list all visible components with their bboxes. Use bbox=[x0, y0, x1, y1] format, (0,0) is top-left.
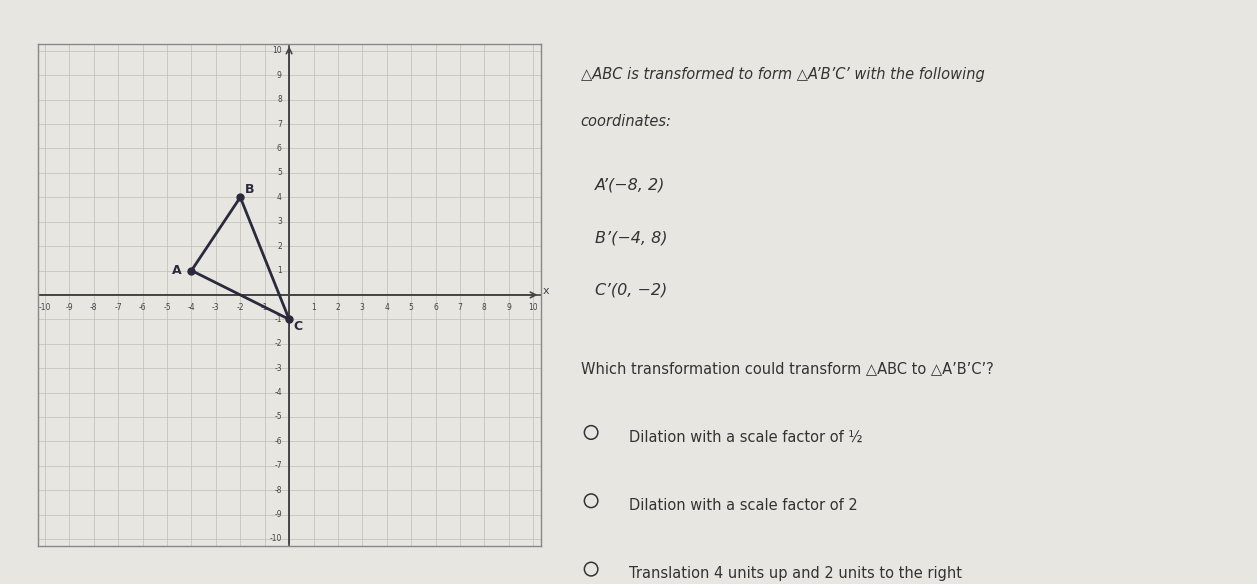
Text: 2: 2 bbox=[277, 242, 282, 251]
Text: -2: -2 bbox=[274, 339, 282, 348]
Text: coordinates:: coordinates: bbox=[581, 114, 671, 130]
Text: 1: 1 bbox=[312, 304, 316, 312]
Text: 7: 7 bbox=[458, 304, 463, 312]
Text: 8: 8 bbox=[277, 95, 282, 104]
Text: 4: 4 bbox=[277, 193, 282, 202]
Text: -4: -4 bbox=[274, 388, 282, 397]
Text: Dilation with a scale factor of ½: Dilation with a scale factor of ½ bbox=[630, 430, 862, 445]
Text: Translation 4 units up and 2 units to the right: Translation 4 units up and 2 units to th… bbox=[630, 566, 962, 582]
Text: x: x bbox=[543, 286, 549, 296]
Text: A: A bbox=[172, 264, 182, 277]
Text: -7: -7 bbox=[114, 304, 122, 312]
Text: 4: 4 bbox=[385, 304, 390, 312]
Text: 3: 3 bbox=[277, 217, 282, 226]
Text: B’(−4, 8): B’(−4, 8) bbox=[595, 230, 667, 245]
Text: C’(0, −2): C’(0, −2) bbox=[595, 283, 666, 298]
Text: -5: -5 bbox=[274, 412, 282, 422]
Text: -3: -3 bbox=[274, 364, 282, 373]
Text: -9: -9 bbox=[65, 304, 73, 312]
Text: -9: -9 bbox=[274, 510, 282, 519]
Text: B: B bbox=[245, 183, 255, 196]
Text: 10: 10 bbox=[528, 304, 538, 312]
Text: 9: 9 bbox=[277, 71, 282, 80]
Text: -5: -5 bbox=[163, 304, 171, 312]
Text: 5: 5 bbox=[277, 168, 282, 178]
Text: -6: -6 bbox=[274, 437, 282, 446]
Text: -7: -7 bbox=[274, 461, 282, 470]
Text: -10: -10 bbox=[269, 534, 282, 544]
Text: -3: -3 bbox=[212, 304, 220, 312]
Text: -1: -1 bbox=[261, 304, 269, 312]
Text: 6: 6 bbox=[434, 304, 437, 312]
Text: 9: 9 bbox=[507, 304, 512, 312]
Text: -8: -8 bbox=[274, 486, 282, 495]
Text: 6: 6 bbox=[277, 144, 282, 153]
Text: A’(−8, 2): A’(−8, 2) bbox=[595, 178, 665, 193]
Text: C: C bbox=[293, 320, 302, 333]
Text: Dilation with a scale factor of 2: Dilation with a scale factor of 2 bbox=[630, 498, 857, 513]
Text: 5: 5 bbox=[409, 304, 414, 312]
Text: △ABC is transformed to form △A’B’C’ with the following: △ABC is transformed to form △A’B’C’ with… bbox=[581, 67, 984, 82]
Text: Which transformation could transform △ABC to △A’B’C’?: Which transformation could transform △AB… bbox=[581, 361, 993, 377]
Text: -10: -10 bbox=[39, 304, 52, 312]
Text: 2: 2 bbox=[336, 304, 341, 312]
Text: -4: -4 bbox=[187, 304, 195, 312]
Text: 1: 1 bbox=[277, 266, 282, 275]
Text: -2: -2 bbox=[236, 304, 244, 312]
Text: -8: -8 bbox=[91, 304, 98, 312]
Text: -6: -6 bbox=[138, 304, 147, 312]
Text: 8: 8 bbox=[481, 304, 486, 312]
Text: -1: -1 bbox=[274, 315, 282, 324]
Text: 10: 10 bbox=[273, 46, 282, 55]
Text: 3: 3 bbox=[360, 304, 365, 312]
Text: 7: 7 bbox=[277, 120, 282, 128]
